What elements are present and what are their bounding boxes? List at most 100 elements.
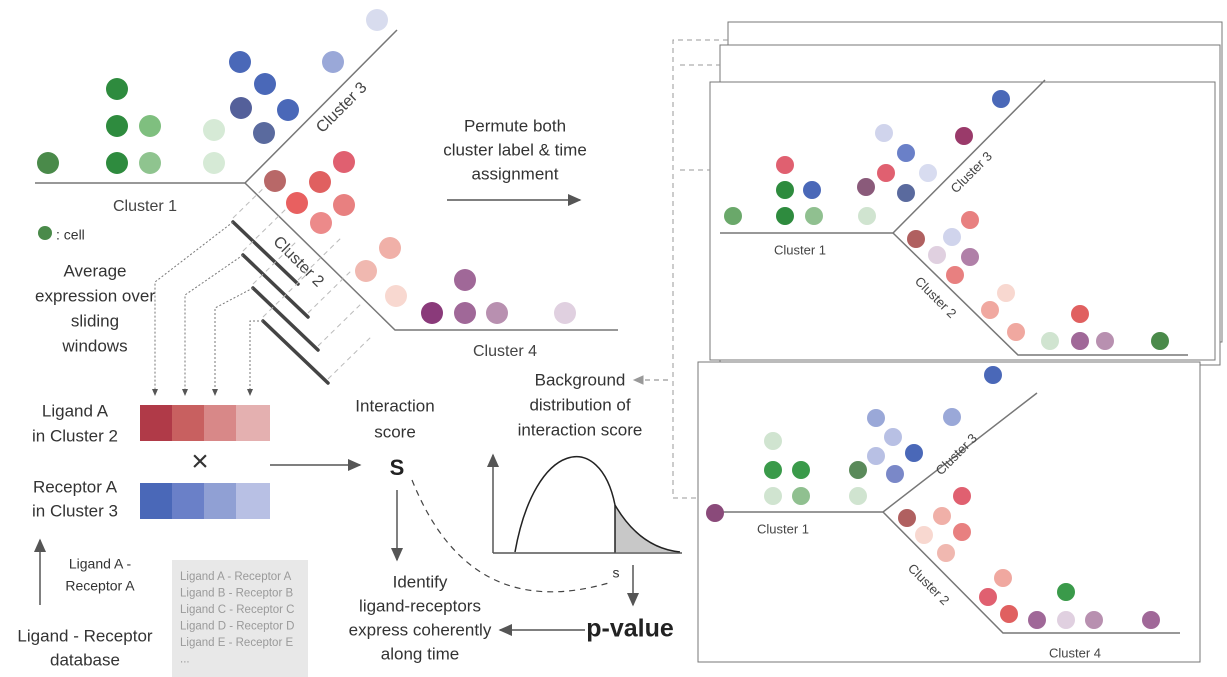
cell-dot [884,428,902,446]
window-text: sliding [71,311,119,330]
cell-dot [961,248,979,266]
times-sign: × [191,445,209,478]
database-entry: Ligand C - Receptor C [180,604,294,616]
identify-text: express coherently [349,620,492,639]
cell-dot [1007,323,1025,341]
panel-cluster-label: Cluster 1 [774,242,826,257]
cell-dot [955,127,973,145]
cell-dot [776,156,794,174]
cell-dot [229,51,251,73]
cell-dot [1071,332,1089,350]
cell-dot [106,78,128,100]
cell-dot [849,461,867,479]
cell-dot [764,487,782,505]
window-link [215,288,253,395]
cell-dot [106,152,128,174]
distribution-plot [493,455,682,553]
cell-dot [764,461,782,479]
cell-dot [37,152,59,174]
cell-dot [919,164,937,182]
cell-dot [1057,583,1075,601]
receptor-label: Receptor A [33,477,118,496]
legend-label: : cell [56,227,85,243]
pair-label: Receptor A [65,578,135,594]
panel-cluster-label: Cluster 4 [1049,645,1101,660]
cell-dot [943,408,961,426]
cell-dot [953,523,971,541]
cell-dot [333,194,355,216]
cell-dot [877,164,895,182]
cell-dot [946,266,964,284]
window-text: expression over [35,286,155,305]
window-dash [318,302,363,346]
ligand-label: in Cluster 2 [32,426,118,445]
cluster-label: Cluster 4 [473,343,537,360]
cell-dot [230,97,252,119]
receptor-heatmap [140,483,270,519]
cell-dot [486,302,508,324]
cell-dot [310,212,332,234]
receptor-label: in Cluster 3 [32,501,118,520]
database-entry: Ligand A - Receptor A [180,571,292,583]
cell-dot [849,487,867,505]
cell-dot [997,284,1015,302]
database-label: Ligand - Receptor [17,626,152,645]
cell-dot [1000,605,1018,623]
cell-dot [139,115,161,137]
cell-dot [907,230,925,248]
cell-dot [994,569,1012,587]
cell-dot [1096,332,1114,350]
cell-dot [979,588,997,606]
cell-dot [898,509,916,527]
cell-dot [905,444,923,462]
cell-dot [355,260,377,282]
identify-text: ligand-receptors [359,596,481,615]
identify-text: along time [381,644,459,663]
database-entry: Ligand B - Receptor B [180,588,293,600]
cell-dot [984,366,1002,384]
permute-text: assignment [472,164,559,183]
cell-dot [764,432,782,450]
permute-text: Permute both [464,116,566,135]
database-entry: Ligand E - Receptor E [180,637,293,649]
background-text: interaction score [518,420,643,439]
cluster-label: Cluster 1 [113,198,177,215]
p-value: p-value [586,615,674,643]
window-link [155,222,233,395]
cell-dot [867,447,885,465]
ligand-label: Ligand A [42,401,109,420]
cell-dot [309,171,331,193]
window-text: Average [63,261,126,280]
cell-dot [886,465,904,483]
cell-dot [254,73,276,95]
cell-dot [203,152,225,174]
cell-dot [554,302,576,324]
panel-cluster-label: Cluster 1 [757,521,809,536]
distribution-s: s [613,565,620,581]
cell-dot [366,9,388,31]
database-entry: ... [180,654,190,666]
pair-label: Ligand A - [69,556,132,572]
cell-dot [203,119,225,141]
cell-dot [776,207,794,225]
background-text: Background [535,370,626,389]
cell-dot [897,144,915,162]
cell-dot [961,211,979,229]
cell-dot [333,151,355,173]
window-dash [328,335,373,379]
cluster-label: Cluster 3 [313,79,370,136]
cell-dot [454,269,476,291]
score-symbol: S [390,455,405,480]
score-label: Interaction [355,396,434,415]
cell-dot [805,207,823,225]
cell-dot [803,181,821,199]
cell-dot [792,461,810,479]
cell-dot [139,152,161,174]
diagram: Cluster 1 Cluster 3 Cluster 2 Cluster 4 … [0,0,1227,677]
database-label: database [50,650,120,669]
cell-dot [454,302,476,324]
cell-dot [1041,332,1059,350]
cell-dot [937,544,955,562]
cell-dot [867,409,885,427]
cell-dot [915,526,933,544]
